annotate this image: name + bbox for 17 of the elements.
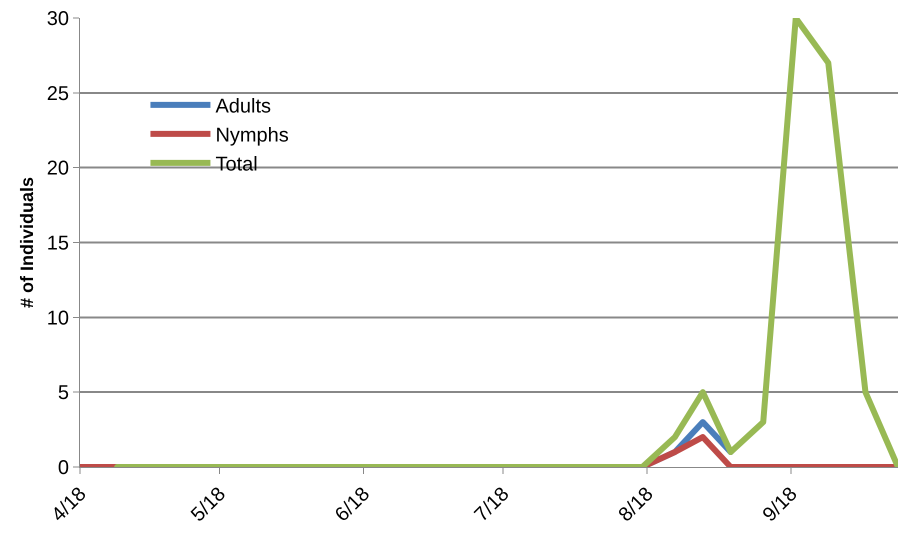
y-axis-title: # of Individuals xyxy=(16,176,37,308)
y-tick-label: 30 xyxy=(46,8,69,30)
x-tick-label: 7/18 xyxy=(470,483,514,526)
x-tick-label: 4/18 xyxy=(48,483,91,526)
legend-label: Total xyxy=(215,154,258,176)
legend-label: Nymphs xyxy=(215,124,289,147)
x-tick-label: 8/18 xyxy=(614,483,658,526)
y-tick-label: 10 xyxy=(46,307,69,330)
x-tick-label: 6/18 xyxy=(331,483,374,526)
x-tick-label: 9/18 xyxy=(758,483,802,526)
y-tick-label: 20 xyxy=(46,158,69,180)
y-tick-label: 5 xyxy=(58,382,69,404)
y-tick-label: 25 xyxy=(46,82,69,105)
x-tick-label: 5/18 xyxy=(186,483,230,526)
legend-label: Adults xyxy=(215,96,272,118)
y-tick-label: 15 xyxy=(46,232,69,254)
y-tick-label: 0 xyxy=(58,457,69,479)
